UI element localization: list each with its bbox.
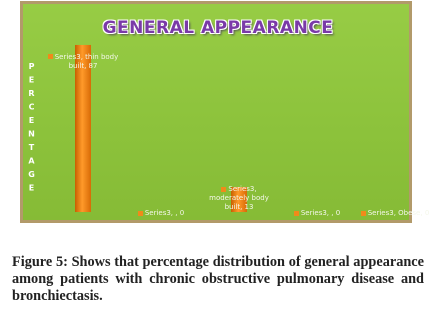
data-label: Series3, thin body built, 87 — [47, 53, 119, 71]
data-label: Series3, Obese, 0 — [359, 209, 431, 218]
label-marker — [293, 210, 299, 216]
data-label-text: Series3, , 0 — [300, 209, 341, 217]
y-axis-label: PERCENTAGE — [27, 62, 36, 197]
label-marker — [221, 186, 227, 192]
bar — [75, 44, 91, 213]
label-marker — [47, 54, 53, 60]
data-label-text: Series3, moderately body built, 13 — [209, 185, 269, 212]
data-label: Series3, moderately body built, 13 — [203, 185, 275, 212]
data-label-text: Series3, thin body built, 87 — [54, 52, 119, 70]
bar — [231, 187, 247, 212]
data-label-text: Series3, , 0 — [144, 209, 185, 217]
label-marker — [360, 210, 366, 216]
data-label-text: Series3, Obese, 0 — [367, 209, 430, 217]
figure-caption: Figure 5: Shows that percentage distribu… — [12, 254, 424, 304]
data-label: Series3, , 0 — [281, 209, 353, 218]
chart-title: GENERAL APPEARANCE — [102, 18, 334, 38]
label-marker — [137, 210, 143, 216]
data-label: Series3, , 0 — [125, 209, 197, 218]
